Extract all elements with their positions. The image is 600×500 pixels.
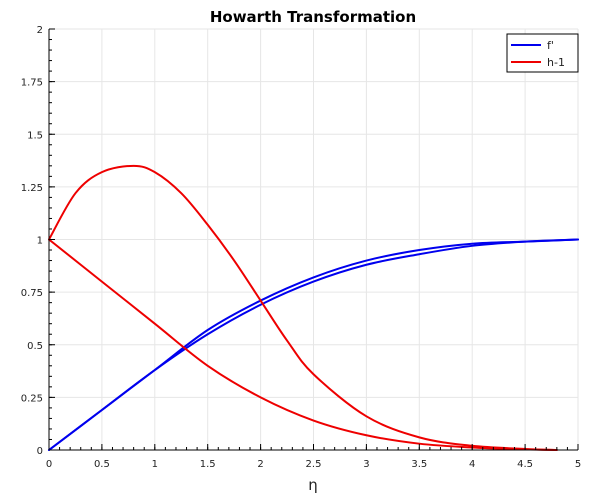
- legend-box: [506, 33, 579, 73]
- series-line-2: [48, 164, 558, 451]
- y-tick-label-2: 0.5: [27, 341, 43, 352]
- y-tick-label-3: 0.75: [21, 288, 43, 299]
- y-tick-label-7: 1.75: [21, 78, 43, 89]
- x-tick-label-2: 1: [152, 459, 158, 470]
- y-tick-label-5: 1.25: [21, 183, 43, 194]
- x-tick-label-7: 3.5: [411, 459, 427, 470]
- x-tick-label-8: 4: [469, 459, 475, 470]
- y-tick-label-0: 0: [37, 446, 43, 457]
- x-tick-label-6: 3: [363, 459, 369, 470]
- series-line-1: [48, 238, 579, 451]
- ticks: 0 0.5 1 1.5 2 2.5 3 3.5 4 4.5 5 0 0.25 0.5 0.75 1 1.25 1.…: [21, 25, 581, 470]
- x-tick-label-10: 5: [575, 459, 581, 470]
- series-line-3: [48, 238, 558, 451]
- y-tick-label-1: 0.25: [21, 393, 43, 404]
- y-tick-label-4: 1: [37, 236, 43, 247]
- y-tick-label-8: 2: [37, 25, 43, 36]
- legend: f' h-1: [506, 33, 579, 73]
- x-tick-label-0: 0: [46, 459, 52, 470]
- y-tick-label-6: 1.5: [27, 130, 43, 141]
- legend-label-1: h-1: [547, 56, 565, 69]
- x-tick-label-1: 0.5: [94, 459, 110, 470]
- x-axis-label: η: [308, 476, 318, 494]
- x-tick-label-9: 4.5: [517, 459, 533, 470]
- series-group: [48, 164, 579, 451]
- legend-label-0: f': [547, 39, 554, 52]
- x-tick-label-5: 2.5: [306, 459, 322, 470]
- x-tick-label-3: 1.5: [200, 459, 216, 470]
- x-tick-label-4: 2: [257, 459, 263, 470]
- chart-title: Howarth Transformation: [210, 8, 416, 26]
